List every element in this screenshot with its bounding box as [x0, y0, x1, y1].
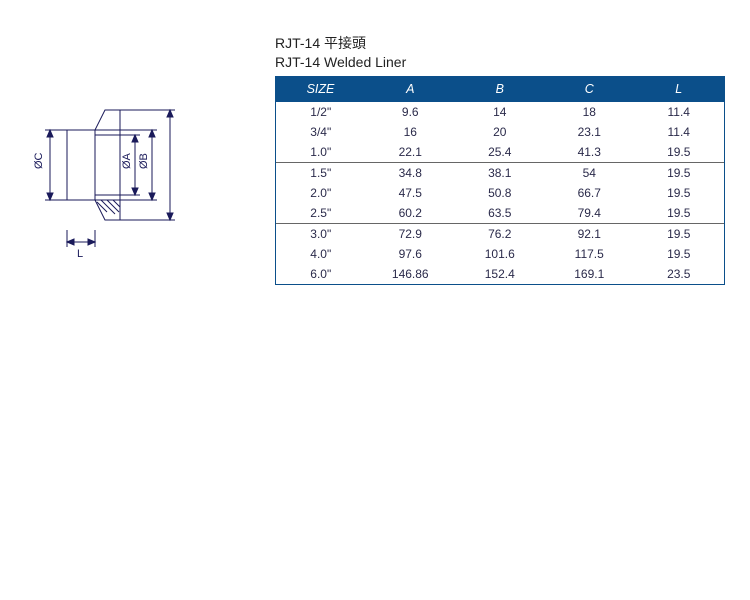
cell-b: 152.4	[455, 264, 545, 284]
cell-a: 9.6	[366, 102, 456, 123]
cell-b: 63.5	[455, 203, 545, 224]
cell-a: 72.9	[366, 224, 456, 245]
cell-c: 117.5	[545, 244, 635, 264]
table-header-row: SIZE A B C L	[276, 77, 724, 102]
cell-b: 76.2	[455, 224, 545, 245]
cell-l: 23.5	[634, 264, 724, 284]
label-ob: ØB	[138, 153, 150, 169]
cell-c: 18	[545, 102, 635, 123]
table-row: 2.0"47.550.866.719.5	[276, 183, 724, 203]
label-oc: ØC	[33, 152, 45, 169]
col-header-a: A	[366, 77, 456, 102]
spec-table-wrap: SIZE A B C L 1/2"9.6141811.43/4"162023.1…	[275, 76, 725, 285]
cell-a: 60.2	[366, 203, 456, 224]
cell-c: 79.4	[545, 203, 635, 224]
table-row: 1.0"22.125.441.319.5	[276, 142, 724, 163]
label-l: L	[77, 248, 83, 260]
table-row: 6.0"146.86152.4169.123.5	[276, 264, 724, 284]
cell-size: 4.0"	[276, 244, 366, 264]
label-oa: ØA	[121, 152, 133, 169]
table-row: 2.5"60.263.579.419.5	[276, 203, 724, 224]
cell-c: 54	[545, 163, 635, 184]
cell-b: 20	[455, 122, 545, 142]
cell-size: 3/4"	[276, 122, 366, 142]
page-container: RJT-14 平接頭 RJT-14 Welded Liner	[0, 0, 750, 600]
table-row: 3/4"162023.111.4	[276, 122, 724, 142]
cell-c: 169.1	[545, 264, 635, 284]
cell-size: 1.0"	[276, 142, 366, 163]
cell-size: 3.0"	[276, 224, 366, 245]
cell-l: 19.5	[634, 142, 724, 163]
title-line1: RJT-14 平接頭	[275, 34, 406, 53]
col-header-size: SIZE	[276, 77, 366, 102]
cell-c: 23.1	[545, 122, 635, 142]
cell-b: 50.8	[455, 183, 545, 203]
col-header-l: L	[634, 77, 724, 102]
cell-size: 1/2"	[276, 102, 366, 123]
cell-c: 66.7	[545, 183, 635, 203]
cell-size: 2.5"	[276, 203, 366, 224]
cell-l: 19.5	[634, 183, 724, 203]
cell-a: 97.6	[366, 244, 456, 264]
cell-l: 11.4	[634, 122, 724, 142]
liner-cross-section-icon: ØC ØA ØB L	[15, 75, 225, 275]
table-row: 1/2"9.6141811.4	[276, 102, 724, 123]
cell-size: 1.5"	[276, 163, 366, 184]
spec-table: SIZE A B C L 1/2"9.6141811.43/4"162023.1…	[276, 77, 724, 284]
cell-b: 25.4	[455, 142, 545, 163]
cell-l: 19.5	[634, 244, 724, 264]
cell-b: 101.6	[455, 244, 545, 264]
cell-size: 6.0"	[276, 264, 366, 284]
cell-a: 16	[366, 122, 456, 142]
table-row: 1.5"34.838.15419.5	[276, 163, 724, 184]
cell-l: 11.4	[634, 102, 724, 123]
title-block: RJT-14 平接頭 RJT-14 Welded Liner	[275, 34, 406, 72]
cell-a: 146.86	[366, 264, 456, 284]
col-header-b: B	[455, 77, 545, 102]
cell-a: 34.8	[366, 163, 456, 184]
cell-l: 19.5	[634, 163, 724, 184]
cell-size: 2.0"	[276, 183, 366, 203]
col-header-c: C	[545, 77, 635, 102]
table-body: 1/2"9.6141811.43/4"162023.111.41.0"22.12…	[276, 102, 724, 285]
cell-l: 19.5	[634, 224, 724, 245]
cell-a: 22.1	[366, 142, 456, 163]
cell-c: 92.1	[545, 224, 635, 245]
spec-table-border: SIZE A B C L 1/2"9.6141811.43/4"162023.1…	[275, 76, 725, 285]
table-row: 4.0"97.6101.6117.519.5	[276, 244, 724, 264]
cell-b: 38.1	[455, 163, 545, 184]
cell-c: 41.3	[545, 142, 635, 163]
technical-diagram: ØC ØA ØB L	[15, 75, 225, 280]
cell-b: 14	[455, 102, 545, 123]
cell-l: 19.5	[634, 203, 724, 224]
title-line2: RJT-14 Welded Liner	[275, 53, 406, 72]
table-row: 3.0"72.976.292.119.5	[276, 224, 724, 245]
cell-a: 47.5	[366, 183, 456, 203]
